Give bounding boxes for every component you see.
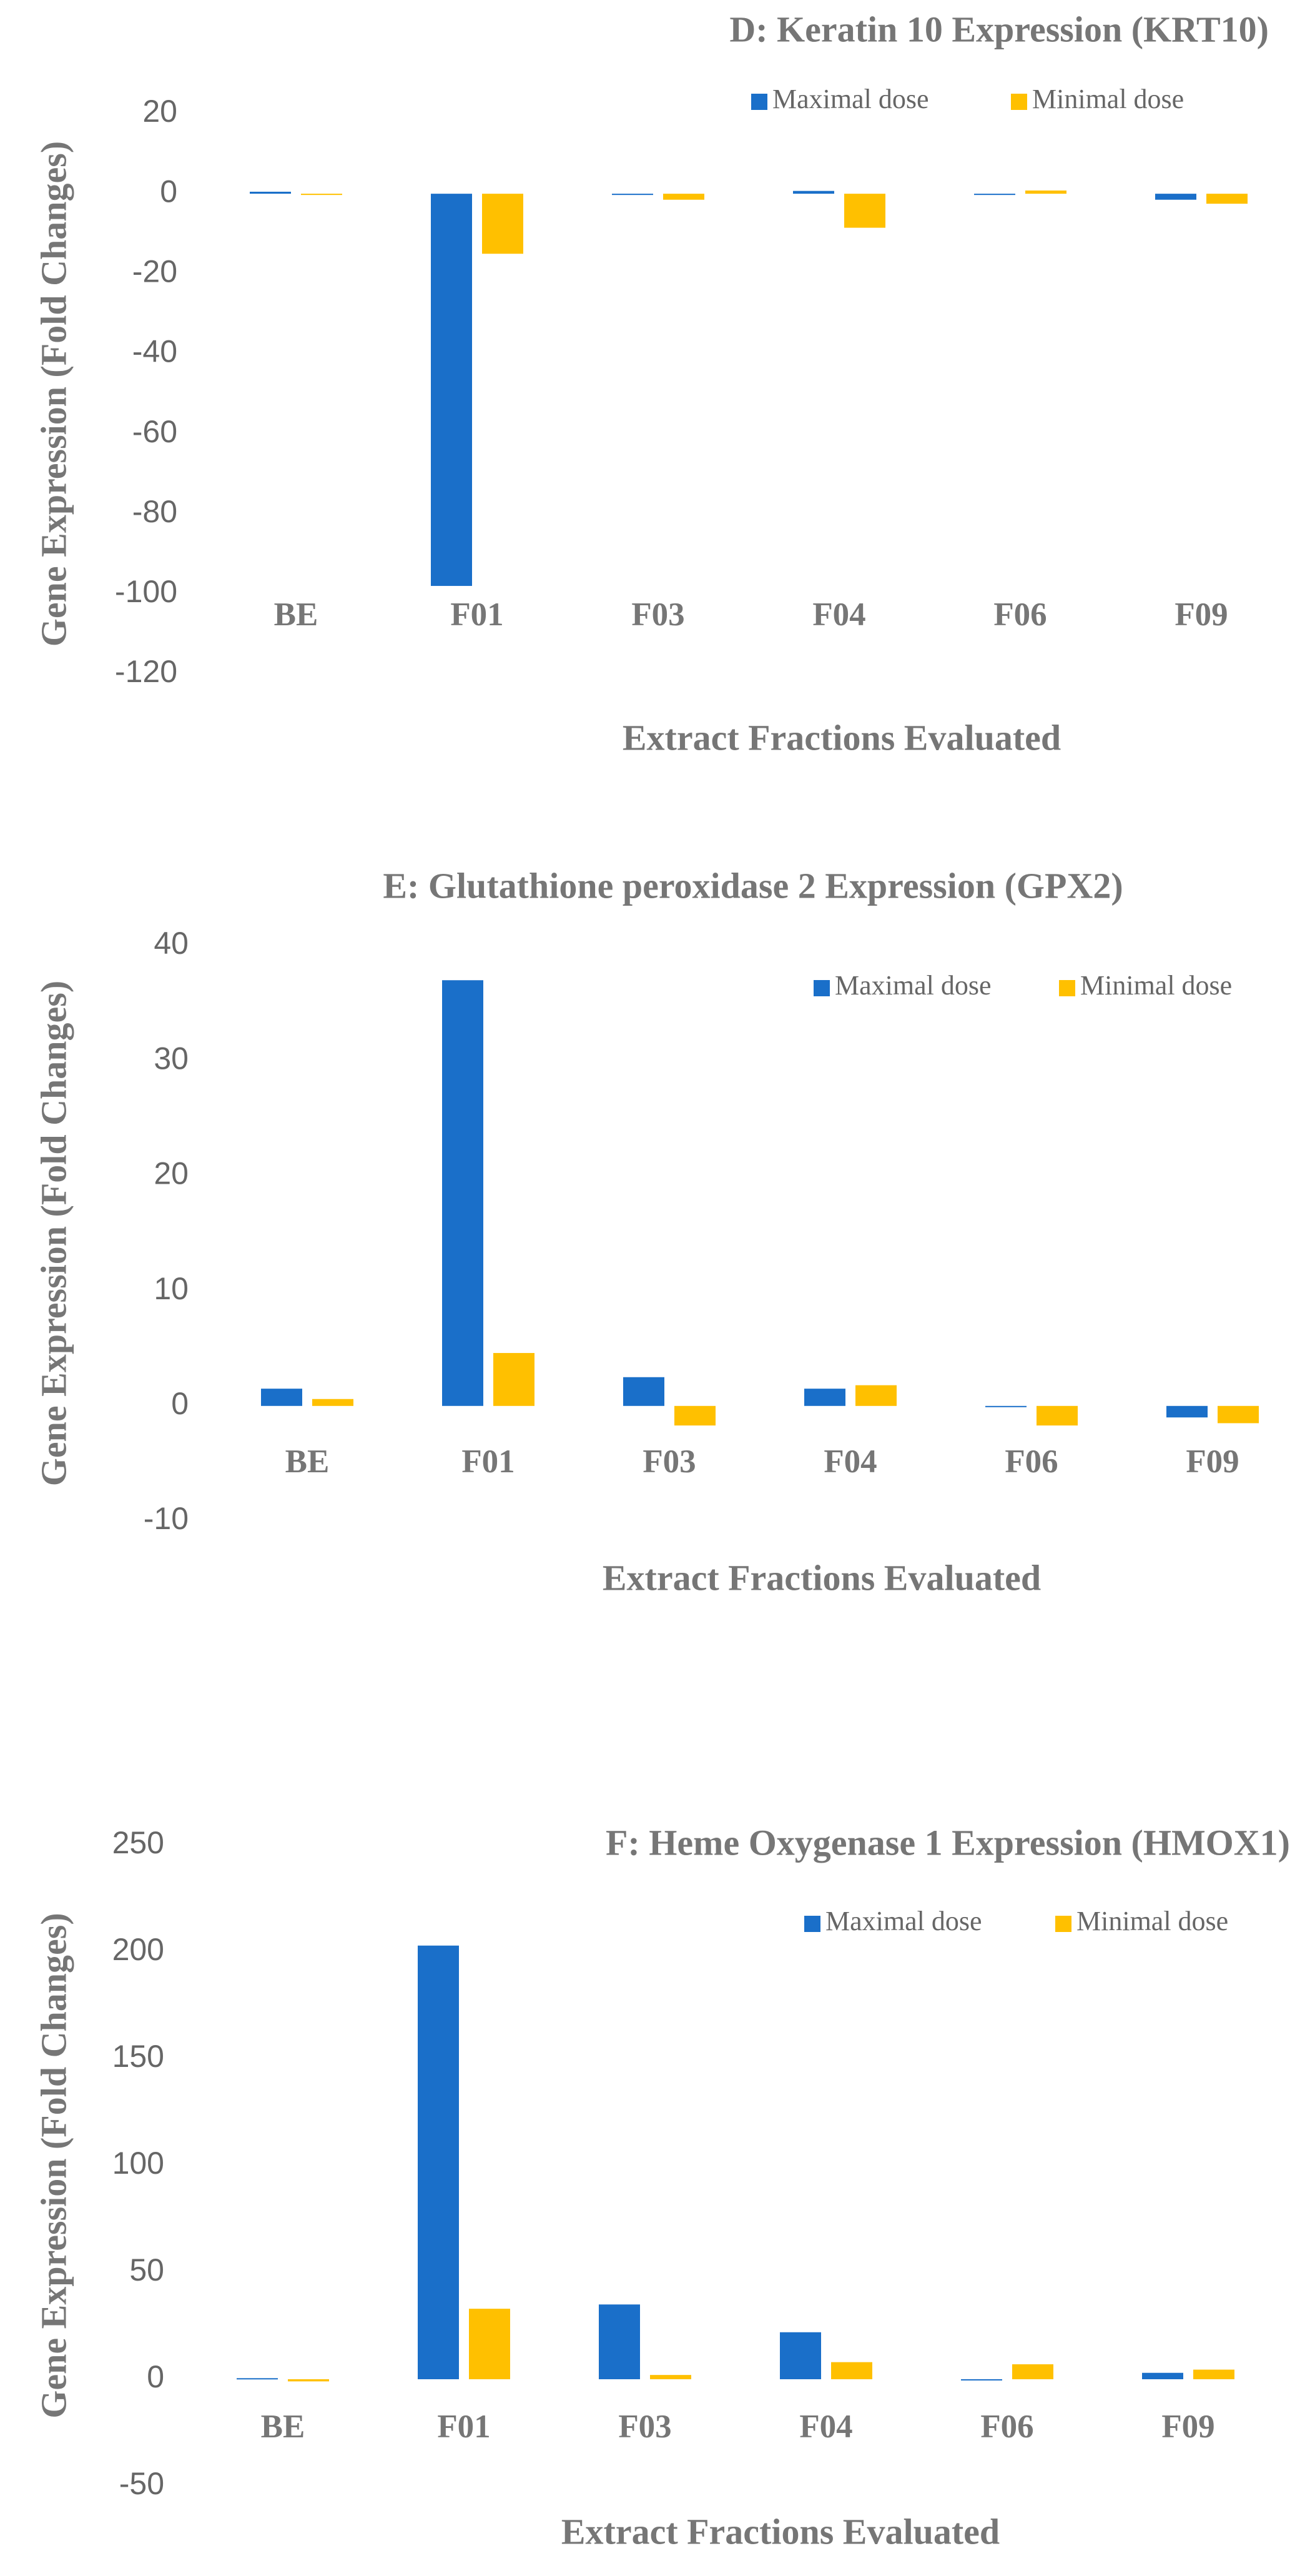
y-tick-label: 20	[154, 1156, 189, 1191]
bar	[1037, 1405, 1078, 1426]
x-tick-label: F04	[799, 2409, 852, 2445]
y-tick-label: 200	[112, 1932, 164, 1967]
bar	[650, 2375, 691, 2379]
x-tick-label: F04	[824, 1444, 877, 1480]
legend-label: Minimal dose	[1032, 84, 1184, 114]
x-tick-label: F03	[631, 597, 684, 633]
bar	[1218, 1405, 1259, 1424]
y-tick-label: 40	[154, 926, 189, 961]
bar	[312, 1399, 353, 1406]
x-tick-label: F09	[1175, 597, 1228, 633]
bar	[493, 1353, 534, 1406]
legend-swatch	[751, 94, 767, 110]
x-tick-label: BE	[285, 1444, 330, 1480]
legend-label: Minimal dose	[1080, 970, 1232, 1001]
y-tick-label: 30	[154, 1041, 189, 1076]
bar	[1166, 1405, 1208, 1418]
bar	[804, 1389, 845, 1406]
bar	[301, 194, 342, 196]
bar	[250, 191, 291, 194]
x-axis-title: Extract Fractions Evaluated	[603, 1557, 1041, 1598]
y-tick-label: 0	[171, 1386, 189, 1421]
y-axis-title: Gene Expression (Fold Changes)	[33, 1913, 74, 2418]
x-tick-label: BE	[261, 2409, 305, 2445]
bar	[1206, 194, 1248, 204]
y-tick-label: 0	[147, 2359, 164, 2394]
bar	[261, 1389, 302, 1406]
bar	[831, 2362, 872, 2379]
bar	[985, 1405, 1027, 1407]
bar	[674, 1405, 716, 1426]
x-axis-title: Extract Fractions Evaluated	[561, 2511, 1000, 2552]
bar	[442, 980, 483, 1406]
y-tick-label: -20	[132, 254, 177, 289]
y-tick-label: 50	[129, 2252, 164, 2287]
y-tick-label: -60	[132, 414, 177, 449]
legend-label: Minimal dose	[1076, 1906, 1228, 1936]
bar	[793, 191, 834, 194]
bar	[482, 194, 523, 254]
x-tick-label: F01	[450, 597, 503, 633]
x-tick-label: F03	[643, 1444, 696, 1480]
bar	[1193, 2369, 1234, 2379]
y-tick-label: -40	[132, 334, 177, 369]
x-tick-label: F06	[993, 597, 1047, 633]
y-axis-title: Gene Expression (Fold Changes)	[33, 141, 74, 646]
y-tick-label: -80	[132, 494, 177, 529]
chart-title: D: Keratin 10 Expression (KRT10)	[729, 9, 1269, 49]
y-tick-label: -10	[144, 1501, 189, 1536]
x-tick-label: F01	[437, 2409, 490, 2445]
legend-swatch	[1011, 94, 1027, 110]
legend-swatch	[1059, 980, 1075, 996]
x-tick-label: F06	[980, 2409, 1033, 2445]
bar	[663, 194, 704, 200]
bar	[623, 1377, 664, 1406]
bar	[469, 2309, 510, 2379]
y-tick-label: 10	[154, 1271, 189, 1306]
legend-label: Maximal dose	[772, 84, 929, 114]
bar	[1155, 194, 1196, 200]
bar	[1012, 2364, 1053, 2379]
y-tick-label: 100	[112, 2146, 164, 2181]
x-tick-label: BE	[274, 597, 318, 633]
bar	[418, 1945, 459, 2379]
y-tick-label: 0	[160, 174, 177, 209]
x-tick-label: F06	[1005, 1444, 1058, 1480]
x-axis-title: Extract Fractions Evaluated	[623, 717, 1061, 758]
legend-label: Maximal dose	[835, 970, 992, 1001]
chart-title: F: Heme Oxygenase 1 Expression (HMOX1)	[606, 1822, 1290, 1863]
x-tick-label: F01	[461, 1444, 515, 1480]
y-axis-title: Gene Expression (Fold Changes)	[33, 981, 74, 1486]
bar	[237, 2378, 278, 2380]
bar	[1025, 191, 1066, 194]
bar	[961, 2379, 1002, 2380]
bar	[612, 194, 653, 196]
y-tick-label: 150	[112, 2039, 164, 2074]
legend-swatch	[804, 1916, 820, 1932]
bar	[974, 194, 1015, 196]
legend-label: Maximal dose	[825, 1906, 982, 1936]
y-tick-label: -100	[115, 574, 177, 609]
bar	[599, 2304, 640, 2379]
y-tick-label: 250	[112, 1825, 164, 1860]
x-tick-label: F09	[1161, 2409, 1214, 2445]
legend-swatch	[1055, 1916, 1071, 1932]
chart-title: E: Glutathione peroxidase 2 Expression (…	[383, 865, 1123, 906]
bar	[288, 2379, 329, 2382]
bar	[780, 2332, 821, 2379]
y-tick-label: -50	[119, 2466, 164, 2501]
bar	[431, 194, 472, 587]
legend-swatch	[814, 980, 830, 996]
y-tick-label: 20	[142, 94, 177, 129]
x-tick-label: F09	[1186, 1444, 1239, 1480]
y-tick-label: -120	[115, 654, 177, 689]
bar	[844, 194, 885, 228]
bar	[1142, 2372, 1183, 2379]
x-tick-label: F03	[618, 2409, 671, 2445]
bar	[855, 1385, 897, 1406]
x-tick-label: F04	[812, 597, 865, 633]
